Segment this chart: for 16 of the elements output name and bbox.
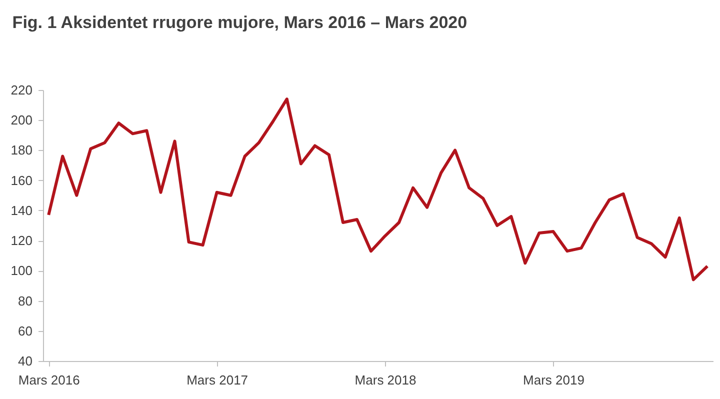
y-tick-label: 60	[18, 323, 32, 338]
chart-title: Fig. 1 Aksidentet rrugore mujore, Mars 2016 – Mars 2020	[12, 13, 468, 32]
x-tick-label: Mars 2017	[186, 372, 248, 388]
y-tick-label: 120	[10, 233, 32, 248]
x-tick-label: Mars 2019	[523, 372, 584, 388]
y-tick-label: 200	[10, 112, 32, 128]
y-tick-label: 180	[10, 142, 32, 158]
y-tick-label: 100	[10, 263, 32, 278]
y-tick-label: 140	[10, 202, 32, 218]
x-tick-label: Mars 2016	[18, 372, 80, 388]
y-tick-label: 40	[18, 354, 32, 368]
y-tick-label: 220	[10, 82, 32, 98]
line-series	[47, 98, 709, 282]
x-tick-label: Mars 2018	[354, 372, 416, 388]
y-tick-label: 160	[10, 172, 32, 188]
y-tick-label: 80	[18, 293, 32, 308]
